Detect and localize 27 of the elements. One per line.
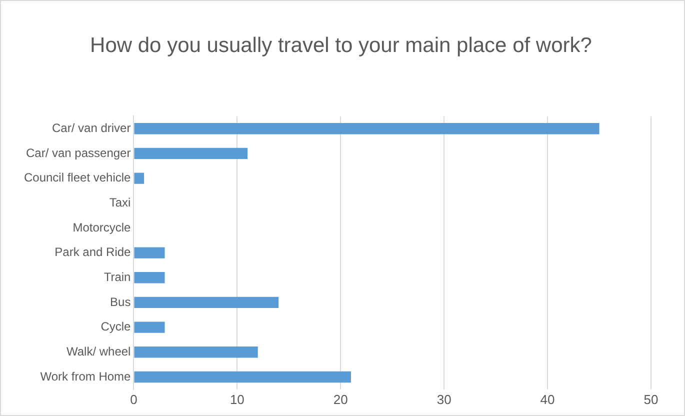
bar bbox=[134, 296, 279, 308]
x-tick-label: 10 bbox=[230, 392, 244, 407]
bar bbox=[134, 322, 165, 333]
bar bbox=[134, 371, 351, 383]
y-tick-label: Cycle bbox=[100, 320, 132, 334]
chart-title: How do you usually travel to your main place of work? bbox=[89, 33, 593, 59]
y-tick-label: Car/ van driver bbox=[52, 120, 131, 135]
y-tick-label: Taxi bbox=[109, 195, 131, 210]
bar bbox=[134, 346, 258, 358]
y-tick-label: Train bbox=[104, 270, 131, 284]
y-tick-label: Motorcycle bbox=[72, 220, 132, 234]
y-tick-label: Council fleet vehicle bbox=[24, 170, 132, 185]
x-tick-label: 0 bbox=[130, 392, 138, 407]
x-tick-label: 20 bbox=[333, 392, 348, 407]
y-tick-label: Work from Home bbox=[40, 369, 132, 384]
y-tick-label: Walk/ wheel bbox=[66, 344, 131, 358]
x-tick-label: 30 bbox=[436, 392, 452, 407]
bar bbox=[134, 123, 600, 134]
bar bbox=[134, 172, 144, 184]
bar bbox=[134, 148, 248, 160]
bar bbox=[134, 247, 165, 258]
y-tick-label: Car/ van passenger bbox=[26, 146, 131, 160]
x-tick-label: 50 bbox=[644, 392, 658, 407]
bar bbox=[134, 272, 165, 284]
x-tick-label: 40 bbox=[540, 392, 555, 407]
y-tick-label: Bus bbox=[110, 294, 131, 309]
y-tick-label: Park and Ride bbox=[54, 245, 132, 260]
